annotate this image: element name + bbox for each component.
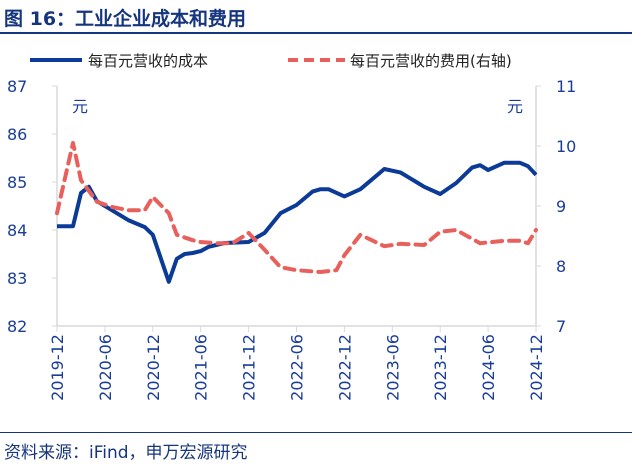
- x-tick-label: 2023-06: [383, 334, 402, 401]
- right-tick-label: 10: [556, 137, 576, 156]
- x-tick-label: 2023-12: [431, 334, 450, 401]
- title-divider: [0, 32, 632, 34]
- x-tick-label: 2020-12: [144, 334, 163, 401]
- right-tick-label: 8: [556, 257, 566, 276]
- source-note: 资料来源：iFind，申万宏源研究: [4, 443, 248, 463]
- x-tick-label: 2022-06: [288, 334, 307, 401]
- x-tick-label: 2024-06: [479, 334, 498, 401]
- right-tick-label: 7: [556, 317, 566, 336]
- source-divider: [0, 432, 632, 433]
- left-tick-label: 85: [7, 173, 27, 192]
- x-tick-label: 2020-06: [96, 334, 115, 401]
- left-tick-label: 84: [7, 221, 27, 240]
- x-tick-label: 2022-12: [335, 334, 354, 401]
- right-tick-label: 9: [556, 197, 566, 216]
- line-chart: 每百元营收的成本 每百元营收的费用(右轴) 元 元 82 83 84 85 86 87 7 8…: [7, 52, 576, 401]
- x-tick-label: 2024-12: [527, 334, 546, 401]
- series-line-expense: [55, 141, 538, 274]
- legend: 每百元营收的成本 每百元营收的费用(右轴): [30, 52, 512, 70]
- right-axis-unit: 元: [507, 97, 523, 116]
- left-axis-unit: 元: [72, 97, 88, 116]
- legend-label-expense: 每百元营收的费用(右轴): [350, 52, 512, 70]
- x-tick-label: 2021-12: [240, 334, 259, 401]
- left-tick-label: 86: [7, 125, 27, 144]
- figure-title: 图 16：工业企业成本和费用: [4, 8, 247, 30]
- x-tick-label: 2019-12: [48, 334, 67, 401]
- x-tick-label: 2021-06: [192, 334, 211, 401]
- left-tick-label: 82: [7, 317, 27, 336]
- left-tick-label: 87: [7, 77, 27, 96]
- right-tick-label: 11: [556, 77, 576, 96]
- series-line-cost: [57, 160, 538, 284]
- legend-label-cost: 每百元营收的成本: [88, 52, 208, 70]
- left-tick-label: 83: [7, 269, 27, 288]
